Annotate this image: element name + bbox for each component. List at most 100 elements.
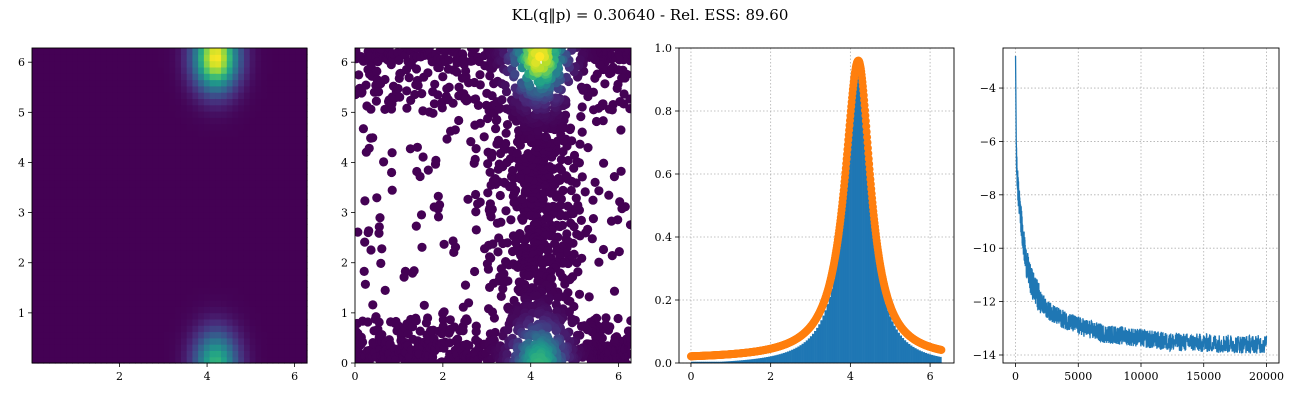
heatmap-cell: [100, 218, 108, 225]
heatmap-cell: [266, 48, 274, 55]
heatmap-cell: [203, 287, 211, 295]
heatmap-cell: [89, 104, 96, 112]
heatmap-cell: [163, 104, 171, 112]
heatmap-cell: [83, 224, 90, 232]
heatmap-cell: [123, 218, 130, 225]
heatmap-cell: [60, 85, 67, 93]
scatter-point: [434, 62, 444, 73]
heatmap-cell: [266, 73, 274, 81]
scatter-point: [619, 48, 624, 49]
heatmap-cell: [232, 293, 239, 301]
heatmap-cell: [238, 331, 245, 339]
scatter-points: [355, 38, 631, 363]
heatmap-cell: [129, 174, 136, 181]
heatmap-cell: [301, 186, 308, 194]
heatmap-cell: [83, 174, 90, 181]
heatmap-cell: [261, 66, 268, 74]
heatmap-cell: [43, 48, 50, 55]
heatmap-cell: [66, 218, 73, 225]
heatmap-cell: [226, 186, 234, 194]
heatmap-cell: [180, 148, 188, 156]
heatmap-cell: [180, 60, 188, 68]
heatmap-cell: [249, 136, 257, 144]
scatter-point: [454, 82, 464, 92]
scatter-point: [394, 55, 404, 65]
heatmap-cell: [49, 186, 56, 194]
heatmap-cell: [243, 85, 251, 93]
heatmap-cell: [215, 129, 222, 137]
heatmap-cell: [186, 243, 194, 251]
heatmap-cell: [232, 337, 239, 345]
heatmap-cell: [209, 174, 216, 181]
heatmap-cell: [54, 312, 62, 320]
heatmap-cell: [106, 230, 113, 238]
heatmap-cell: [106, 79, 113, 87]
scatter-point: [425, 38, 434, 47]
heatmap-cell: [243, 79, 251, 87]
heatmap-cell: [117, 54, 125, 62]
heatmap-cell: [43, 60, 50, 68]
heatmap-cell: [129, 79, 136, 87]
heatmap-cell: [140, 243, 148, 251]
heatmap-cell: [249, 230, 257, 238]
heatmap-cell: [180, 318, 188, 326]
heatmap-cell: [215, 287, 222, 295]
heatmap-cell: [278, 243, 285, 251]
heatmap-cell: [289, 142, 297, 150]
heatmap-cell: [249, 48, 257, 55]
heatmap-cell: [83, 205, 90, 213]
x-tick-label: 6: [291, 370, 298, 383]
heatmap-cell: [295, 318, 302, 326]
heatmap-cell: [100, 180, 108, 188]
histogram-bar: [887, 310, 890, 363]
heatmap-cell: [295, 312, 302, 320]
heatmap-cell: [261, 312, 268, 320]
heatmap-cell: [129, 136, 136, 144]
heatmap-cell: [232, 148, 239, 156]
heatmap-cell: [255, 249, 262, 257]
heatmap-cell: [243, 262, 251, 270]
heatmap-cell: [112, 255, 119, 263]
heatmap-cell: [284, 274, 291, 282]
heatmap-cell: [226, 142, 234, 150]
heatmap-cell: [112, 237, 119, 244]
heatmap-cell: [180, 293, 188, 301]
heatmap-cell: [284, 281, 291, 288]
heatmap-cell: [221, 337, 228, 345]
heatmap-cell: [221, 92, 228, 99]
heatmap-cell: [192, 123, 199, 131]
heatmap-cell: [261, 243, 268, 251]
x-tick-label: 2: [116, 370, 123, 383]
heatmap-cell: [32, 224, 39, 232]
heatmap-cell: [100, 155, 108, 162]
scatter-point: [609, 172, 620, 182]
heatmap-cell: [180, 312, 188, 320]
heatmap-cell: [169, 117, 176, 125]
heatmap-cell: [49, 230, 56, 238]
heatmap-cell: [186, 318, 194, 326]
heatmap-cell: [226, 123, 234, 131]
heatmap-cell: [192, 230, 199, 238]
heatmap-cell: [209, 300, 216, 307]
scatter-point: [604, 190, 614, 200]
heatmap-cell: [95, 224, 102, 232]
histogram-bar: [872, 226, 875, 363]
heatmap-cell: [37, 325, 45, 333]
heatmap-cell: [66, 237, 73, 244]
heatmap-cell: [175, 199, 182, 207]
scatter-point: [497, 95, 507, 105]
heatmap-cell: [163, 66, 171, 74]
heatmap-cell: [146, 85, 153, 93]
heatmap-cell: [238, 344, 245, 351]
heatmap-cell: [54, 48, 62, 55]
histogram-bar: [730, 361, 733, 363]
heatmap-cell: [77, 356, 85, 364]
histogram-bar: [753, 358, 756, 363]
heatmap-cell: [278, 48, 285, 55]
heatmap-cell: [289, 192, 297, 200]
heatmap-cell: [37, 293, 45, 301]
heatmap-cell: [89, 92, 96, 99]
heatmap-cell: [100, 224, 108, 232]
heatmap-cell: [72, 337, 79, 345]
heatmap-cell: [186, 199, 194, 207]
